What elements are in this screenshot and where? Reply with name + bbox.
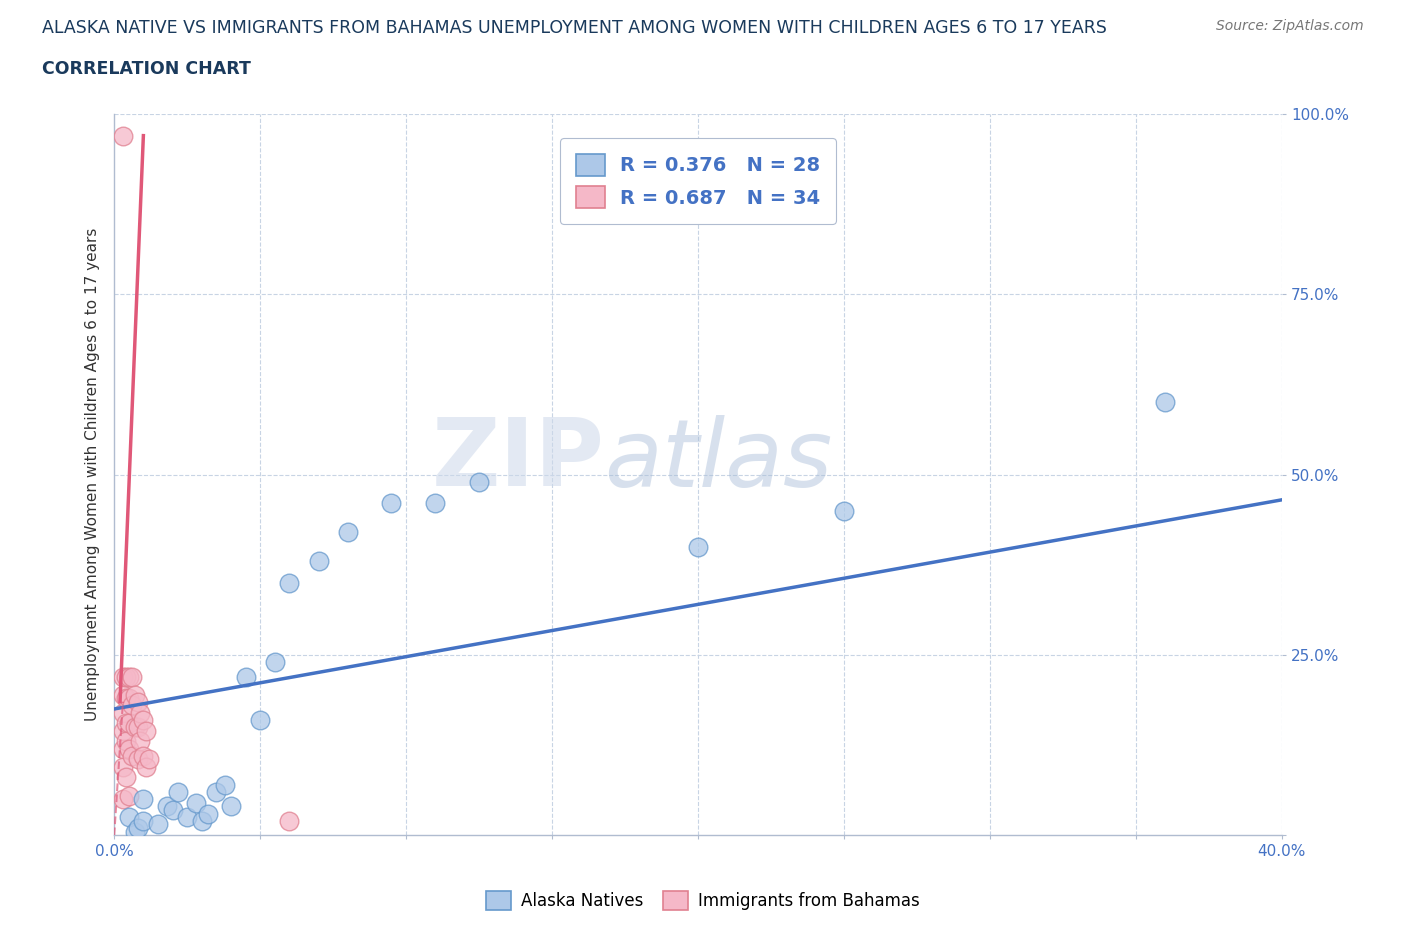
Legend: Alaska Natives, Immigrants from Bahamas: Alaska Natives, Immigrants from Bahamas — [479, 884, 927, 917]
Point — [686, 539, 709, 554]
Point — [121, 698, 143, 712]
Point — [111, 669, 134, 684]
Point — [167, 785, 190, 800]
Point — [111, 128, 134, 143]
Point — [468, 474, 491, 489]
Point — [249, 712, 271, 727]
Point — [425, 496, 447, 511]
Point — [115, 770, 138, 785]
Point — [278, 576, 301, 591]
Point — [118, 691, 141, 706]
Point — [124, 720, 146, 735]
Point — [118, 669, 141, 684]
Point — [115, 669, 138, 684]
Point — [111, 724, 134, 738]
Point — [111, 705, 134, 720]
Legend: R = 0.376   N = 28, R = 0.687   N = 34: R = 0.376 N = 28, R = 0.687 N = 34 — [560, 139, 837, 224]
Point — [1154, 395, 1177, 410]
Point — [219, 799, 242, 814]
Point — [115, 691, 138, 706]
Point — [129, 734, 152, 749]
Point — [380, 496, 402, 511]
Point — [336, 525, 359, 539]
Point — [278, 814, 301, 829]
Point — [176, 810, 198, 825]
Point — [205, 785, 228, 800]
Point — [111, 759, 134, 774]
Point — [138, 752, 160, 767]
Point — [127, 720, 149, 735]
Point — [235, 669, 257, 684]
Text: ALASKA NATIVE VS IMMIGRANTS FROM BAHAMAS UNEMPLOYMENT AMONG WOMEN WITH CHILDREN : ALASKA NATIVE VS IMMIGRANTS FROM BAHAMAS… — [42, 19, 1107, 36]
Y-axis label: Unemployment Among Women with Children Ages 6 to 17 years: Unemployment Among Women with Children A… — [86, 228, 100, 722]
Point — [162, 803, 184, 817]
Point — [111, 791, 134, 806]
Point — [214, 777, 236, 792]
Point — [308, 553, 330, 568]
Point — [121, 749, 143, 764]
Text: atlas: atlas — [605, 415, 832, 506]
Point — [135, 724, 157, 738]
Point — [146, 817, 169, 831]
Point — [124, 687, 146, 702]
Point — [263, 655, 285, 670]
Point — [115, 716, 138, 731]
Point — [184, 795, 207, 810]
Point — [118, 810, 141, 825]
Point — [832, 503, 855, 518]
Point — [129, 705, 152, 720]
Point — [111, 687, 134, 702]
Text: Source: ZipAtlas.com: Source: ZipAtlas.com — [1216, 19, 1364, 33]
Point — [132, 791, 155, 806]
Point — [118, 716, 141, 731]
Point — [197, 806, 219, 821]
Point — [115, 734, 138, 749]
Point — [118, 788, 141, 803]
Point — [135, 759, 157, 774]
Point — [127, 695, 149, 710]
Point — [132, 712, 155, 727]
Point — [124, 824, 146, 839]
Point — [132, 814, 155, 829]
Point — [118, 741, 141, 756]
Point — [132, 749, 155, 764]
Text: ZIP: ZIP — [432, 414, 605, 506]
Point — [121, 669, 143, 684]
Point — [127, 820, 149, 835]
Point — [127, 752, 149, 767]
Text: CORRELATION CHART: CORRELATION CHART — [42, 60, 252, 78]
Point — [111, 741, 134, 756]
Point — [156, 799, 179, 814]
Point — [190, 814, 212, 829]
